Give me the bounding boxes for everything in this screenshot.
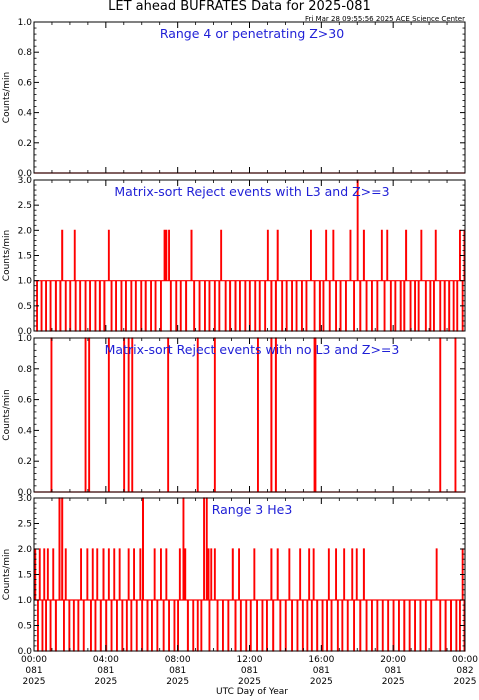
y-axis-label: Counts/min [2,72,12,123]
panel-1: 0.0 0.2 0.4 0.6 0.8 1.0 Counts/min Range 4 or p… [2,18,466,179]
x-tick-label: 2025 [238,677,261,687]
x-tick-label: 12:00 [237,655,263,665]
y-tick-label: 2.5 [18,520,32,530]
x-tick-label: 081 [97,666,114,676]
x-tick-label: 2025 [454,677,477,687]
x-axis-label: UTC Day of Year [216,687,288,697]
y-tick-label: 0.8 [18,365,33,375]
y-tick-label: 2.5 [18,201,32,211]
y-tick-label: 1.0 [18,596,33,606]
y-tick-label: 1.5 [18,252,32,262]
x-tick-label: 08:00 [165,655,191,665]
y-tick-label: 1.0 [18,18,33,28]
y-tick-label: 0.0 [18,647,33,657]
panel-2: 0.0 0.5 1.0 1.5 2.0 2.5 3.0 Counts/min Matrix-so… [2,176,466,337]
y-tick-label: 0.2 [18,139,32,149]
plot-frame [33,337,466,493]
series-line-panel-4 [34,497,466,652]
series-line-panel-3 [34,337,465,493]
plot-frame [33,21,466,174]
plot-frame [33,497,466,652]
y-tick-label: 0.5 [18,622,32,632]
y-tick-label: 0.6 [18,78,33,88]
x-tick-label: 081 [385,666,402,676]
x-tick-label: 081 [25,666,42,676]
y-tick-label: 0.4 [18,109,33,119]
x-tick-label: 2025 [382,677,405,687]
y-tick-label: 3.0 [18,176,33,186]
y-tick-label: 2.0 [18,226,33,236]
x-tick-label: 082 [456,666,473,676]
y-tick-label: 1.5 [18,571,32,581]
x-tick-label: 2025 [310,677,333,687]
chart-title: LET ahead BUFRATES Data for 2025-081 [108,0,371,14]
panel-title: Range 4 or penetrating Z>30 [160,26,344,41]
y-tick-label: 0.2 [18,457,32,467]
generation-timestamp: Fri Mar 28 09:55:56 2025 ACE Science Cen… [305,15,465,23]
y-tick-label: 0.4 [18,426,33,436]
y-tick-label: 2.0 [18,545,33,555]
y-axis-label: Counts/min [2,230,12,281]
y-tick-label: 0.0 [18,488,33,498]
x-tick-label: 00:00 [21,655,47,665]
y-tick-label: 0.0 [18,327,33,337]
y-tick-label: 0.8 [18,48,33,58]
x-tick-label: 081 [313,666,330,676]
x-tick-label: 20:00 [380,655,406,665]
y-axis-label: Counts/min [2,549,12,600]
x-tick-label: 00:00 [452,655,478,665]
x-tick-label: 2025 [23,677,46,687]
x-tick-label: 16:00 [308,655,334,665]
panel-3: 0.0 0.2 0.4 0.6 0.8 1.0 Counts/min Matrix-sort … [2,334,466,498]
x-tick-label: 081 [241,666,258,676]
y-tick-label: 0.0 [18,169,33,179]
x-axis: 00:00081202504:00081202508:00081202512:0… [21,655,478,687]
y-tick-label: 1.0 [18,334,33,344]
x-tick-label: 081 [169,666,186,676]
y-tick-label: 3.0 [18,494,33,504]
y-tick-label: 0.6 [18,396,33,406]
x-tick-label: 2025 [166,677,189,687]
panels: 0.0 0.2 0.4 0.6 0.8 1.0 Counts/min Range 4 or p… [2,18,466,657]
panel-title: Range 3 He3 [212,502,293,517]
y-tick-label: 0.5 [18,302,32,312]
panel-4: 0.0 0.5 1.0 1.5 2.0 2.5 3.0 Counts/min Range 3 H… [2,494,466,657]
series-line-panel-2 [34,179,466,332]
panel-title: Matrix-sort Reject events with no L3 and… [105,342,400,357]
y-tick-label: 1.0 [18,277,33,287]
x-tick-label: 04:00 [93,655,119,665]
x-tick-label: 2025 [94,677,117,687]
panel-title: Matrix-sort Reject events with L3 and Z>… [114,184,389,199]
y-axis-label: Counts/min [2,389,12,440]
